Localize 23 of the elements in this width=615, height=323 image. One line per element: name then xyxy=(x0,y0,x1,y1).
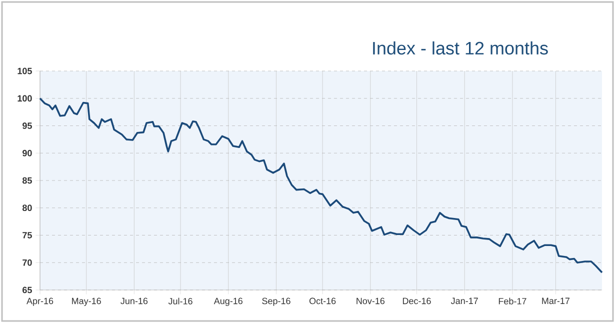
x-tick-label: Oct-16 xyxy=(309,298,336,304)
y-tick-label: 80 xyxy=(22,204,32,212)
x-tick-label: Jul-16 xyxy=(168,298,192,304)
y-tick-label: 75 xyxy=(22,232,32,238)
x-tick-label: Nov-16 xyxy=(356,298,385,304)
x-tick-label: Dec-16 xyxy=(402,298,431,304)
x-tick-label: Mar-17 xyxy=(542,298,570,304)
x-tick-label: Jan-17 xyxy=(450,298,478,304)
y-tick-label: 70 xyxy=(22,259,32,266)
y-tick-label: 85 xyxy=(22,177,32,184)
y-tick-label: 95 xyxy=(22,122,32,129)
y-tick-label: 100 xyxy=(18,95,32,102)
x-tick-label: May-16 xyxy=(72,298,101,306)
chart-title: Index - last 12 months xyxy=(373,41,548,55)
y-tick-label: 105 xyxy=(18,68,32,74)
line-series xyxy=(39,97,603,274)
x-tick-label: Apr-16 xyxy=(26,298,54,306)
y-tick-label: 90 xyxy=(22,150,32,156)
x-tick-label: Jun-16 xyxy=(120,298,148,304)
y-tick-label: 65 xyxy=(22,286,32,294)
x-tick-label: Feb-17 xyxy=(498,298,526,304)
x-tick-label: Sep-16 xyxy=(262,298,290,306)
x-tick-label: Aug-16 xyxy=(214,298,242,306)
